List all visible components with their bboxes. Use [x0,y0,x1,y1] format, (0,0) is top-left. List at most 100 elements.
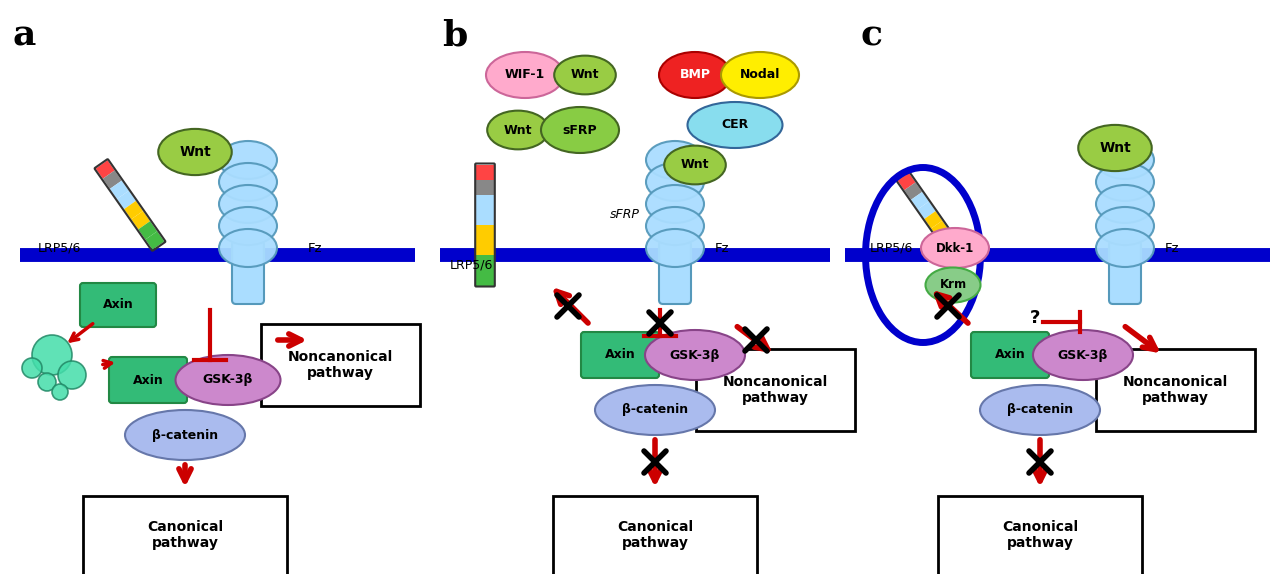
Ellipse shape [125,410,244,460]
Text: CER: CER [722,118,749,131]
Ellipse shape [219,185,276,223]
FancyBboxPatch shape [79,283,156,327]
Ellipse shape [486,52,564,98]
Ellipse shape [922,228,989,268]
Bar [124,201,143,219]
FancyBboxPatch shape [1108,241,1140,304]
Text: Wnt: Wnt [1100,141,1130,155]
Text: GSK-3β: GSK-3β [202,374,253,386]
Ellipse shape [1078,125,1152,171]
Bar [924,211,942,228]
Bar [138,221,157,239]
Text: a: a [12,18,36,52]
Text: BMP: BMP [680,68,710,82]
Ellipse shape [646,207,704,245]
Ellipse shape [925,267,980,302]
Text: Fz: Fz [308,242,323,254]
Ellipse shape [159,129,232,175]
Circle shape [32,335,72,375]
Text: Wnt: Wnt [571,68,599,82]
Text: LRP5/6: LRP5/6 [451,258,493,272]
Circle shape [38,373,56,391]
Text: sFRP: sFRP [563,123,598,137]
Text: Axin: Axin [604,348,635,362]
Ellipse shape [687,102,782,148]
Text: Noncanonical
pathway: Noncanonical pathway [288,350,393,380]
Ellipse shape [646,185,704,223]
Ellipse shape [1096,229,1155,267]
FancyBboxPatch shape [83,495,287,574]
Text: Wnt: Wnt [179,145,211,159]
Ellipse shape [1096,163,1155,201]
Bar [476,255,494,270]
Ellipse shape [595,385,716,435]
Bar [102,170,122,189]
Text: Wnt: Wnt [681,158,709,172]
Bar [476,210,494,225]
Bar [904,183,922,200]
Text: Dkk-1: Dkk-1 [936,242,974,254]
Circle shape [52,384,68,400]
Text: sFRP: sFRP [611,208,640,222]
Bar [476,195,494,210]
Circle shape [58,361,86,389]
Text: Axin: Axin [133,374,164,386]
Bar [931,220,948,238]
Bar [938,230,956,247]
FancyBboxPatch shape [553,495,756,574]
Bar [945,240,963,257]
Text: LRP5/6: LRP5/6 [870,242,914,254]
Text: β-catenin: β-catenin [622,404,689,417]
Bar [96,160,115,179]
FancyBboxPatch shape [1096,349,1254,431]
Ellipse shape [646,229,704,267]
FancyBboxPatch shape [659,241,691,304]
Ellipse shape [645,330,745,380]
Bar [911,192,929,210]
Bar [476,180,494,195]
Ellipse shape [1096,141,1155,179]
Ellipse shape [1033,330,1133,380]
Text: Fz: Fz [716,242,730,254]
FancyBboxPatch shape [109,357,187,403]
Text: GSK-3β: GSK-3β [669,348,721,362]
Text: Axin: Axin [102,298,133,312]
Bar [146,231,164,250]
Ellipse shape [219,207,276,245]
Text: ?: ? [1029,309,1039,327]
Text: Noncanonical
pathway: Noncanonical pathway [722,375,828,405]
Ellipse shape [646,141,704,179]
Ellipse shape [488,111,549,149]
Text: Krm: Krm [940,278,966,292]
FancyBboxPatch shape [695,349,855,431]
Text: β-catenin: β-catenin [1007,404,1073,417]
FancyBboxPatch shape [972,332,1050,378]
Circle shape [22,358,42,378]
Text: Canonical
pathway: Canonical pathway [1002,520,1078,550]
Ellipse shape [659,52,731,98]
Text: Wnt: Wnt [504,123,532,137]
Ellipse shape [219,141,276,179]
Bar [116,191,136,209]
Text: Canonical
pathway: Canonical pathway [617,520,692,550]
Bar [476,165,494,180]
Text: β-catenin: β-catenin [152,429,218,441]
FancyBboxPatch shape [261,324,420,406]
Text: Canonical
pathway: Canonical pathway [147,520,223,550]
FancyBboxPatch shape [581,332,659,378]
Text: LRP5/6: LRP5/6 [38,242,82,254]
Ellipse shape [721,52,799,98]
FancyBboxPatch shape [938,495,1142,574]
Ellipse shape [541,107,620,153]
Ellipse shape [1096,207,1155,245]
Ellipse shape [980,385,1100,435]
Ellipse shape [646,163,704,201]
Ellipse shape [219,163,276,201]
Text: GSK-3β: GSK-3β [1057,348,1108,362]
Ellipse shape [554,56,616,94]
Ellipse shape [1096,185,1155,223]
Bar [110,181,129,199]
Ellipse shape [664,146,726,184]
Bar [918,201,936,219]
Text: b: b [442,18,467,52]
